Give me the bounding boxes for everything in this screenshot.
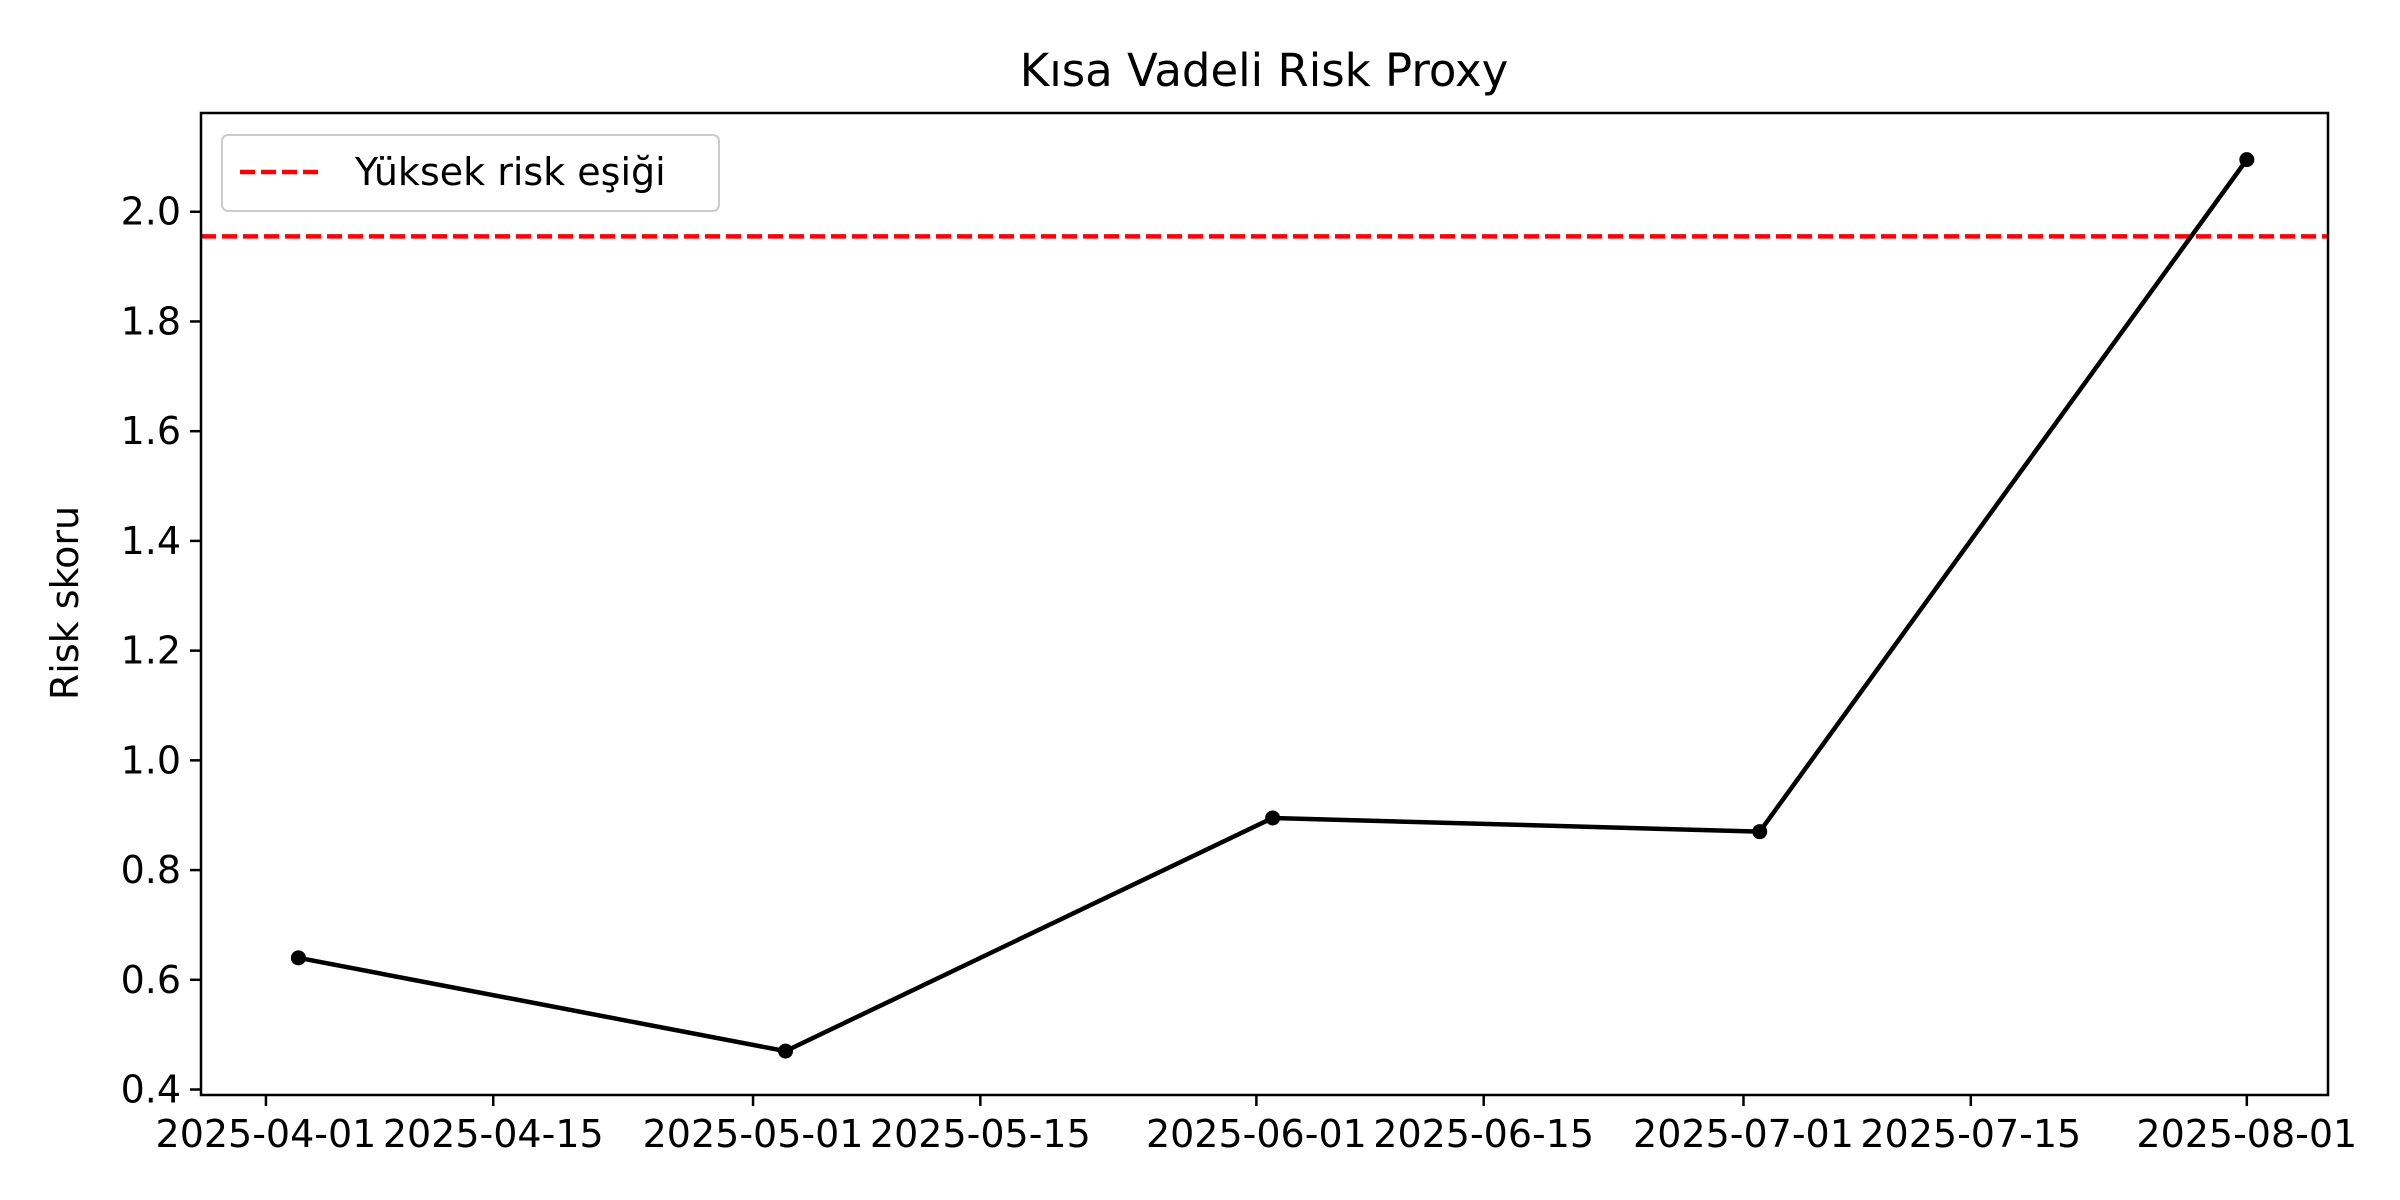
data-point bbox=[2239, 152, 2255, 168]
y-tick-label: 0.8 bbox=[121, 848, 181, 892]
data-point bbox=[778, 1043, 794, 1059]
y-tick-label: 0.6 bbox=[121, 958, 181, 1002]
y-tick-label: 0.4 bbox=[121, 1068, 181, 1112]
x-tick-label: 2025-04-15 bbox=[383, 1112, 604, 1156]
data-point bbox=[1265, 810, 1281, 826]
y-tick-label: 2.0 bbox=[121, 190, 181, 234]
y-axis-label: Risk skoru bbox=[43, 506, 87, 700]
x-tick-label: 2025-07-01 bbox=[1633, 1112, 1854, 1156]
y-tick-label: 1.4 bbox=[121, 519, 181, 563]
x-tick-label: 2025-08-01 bbox=[2136, 1112, 2357, 1156]
x-tick-label: 2025-05-15 bbox=[870, 1112, 1091, 1156]
chart-title: Kısa Vadeli Risk Proxy bbox=[1020, 44, 1509, 97]
x-tick-label: 2025-06-01 bbox=[1146, 1112, 1367, 1156]
y-tick-label: 1.2 bbox=[121, 629, 181, 673]
x-tick-label: 2025-04-01 bbox=[156, 1112, 377, 1156]
y-tick-label: 1.8 bbox=[121, 299, 181, 343]
y-tick-label: 1.0 bbox=[121, 738, 181, 782]
data-point bbox=[290, 950, 306, 966]
y-tick-label: 1.6 bbox=[121, 409, 181, 453]
y-axis: 0.4 0.6 0.8 1.0 1.2 1.4 1.6 1.8 2.0 bbox=[121, 190, 201, 1112]
x-tick-label: 2025-05-01 bbox=[643, 1112, 864, 1156]
plot-frame bbox=[199, 111, 2330, 1097]
data-point bbox=[1752, 824, 1768, 840]
x-tick-label: 2025-06-15 bbox=[1373, 1112, 1594, 1156]
series-group bbox=[290, 152, 2255, 1059]
x-tick-label: 2025-07-15 bbox=[1860, 1112, 2081, 1156]
legend: Yüksek risk eşiği bbox=[221, 134, 720, 212]
x-axis: 2025-04-01 2025-04-15 2025-05-01 2025-05-15… bbox=[156, 1095, 2357, 1156]
legend-label-threshold: Yüksek risk eşiği bbox=[354, 150, 666, 194]
legend-box bbox=[221, 134, 720, 212]
